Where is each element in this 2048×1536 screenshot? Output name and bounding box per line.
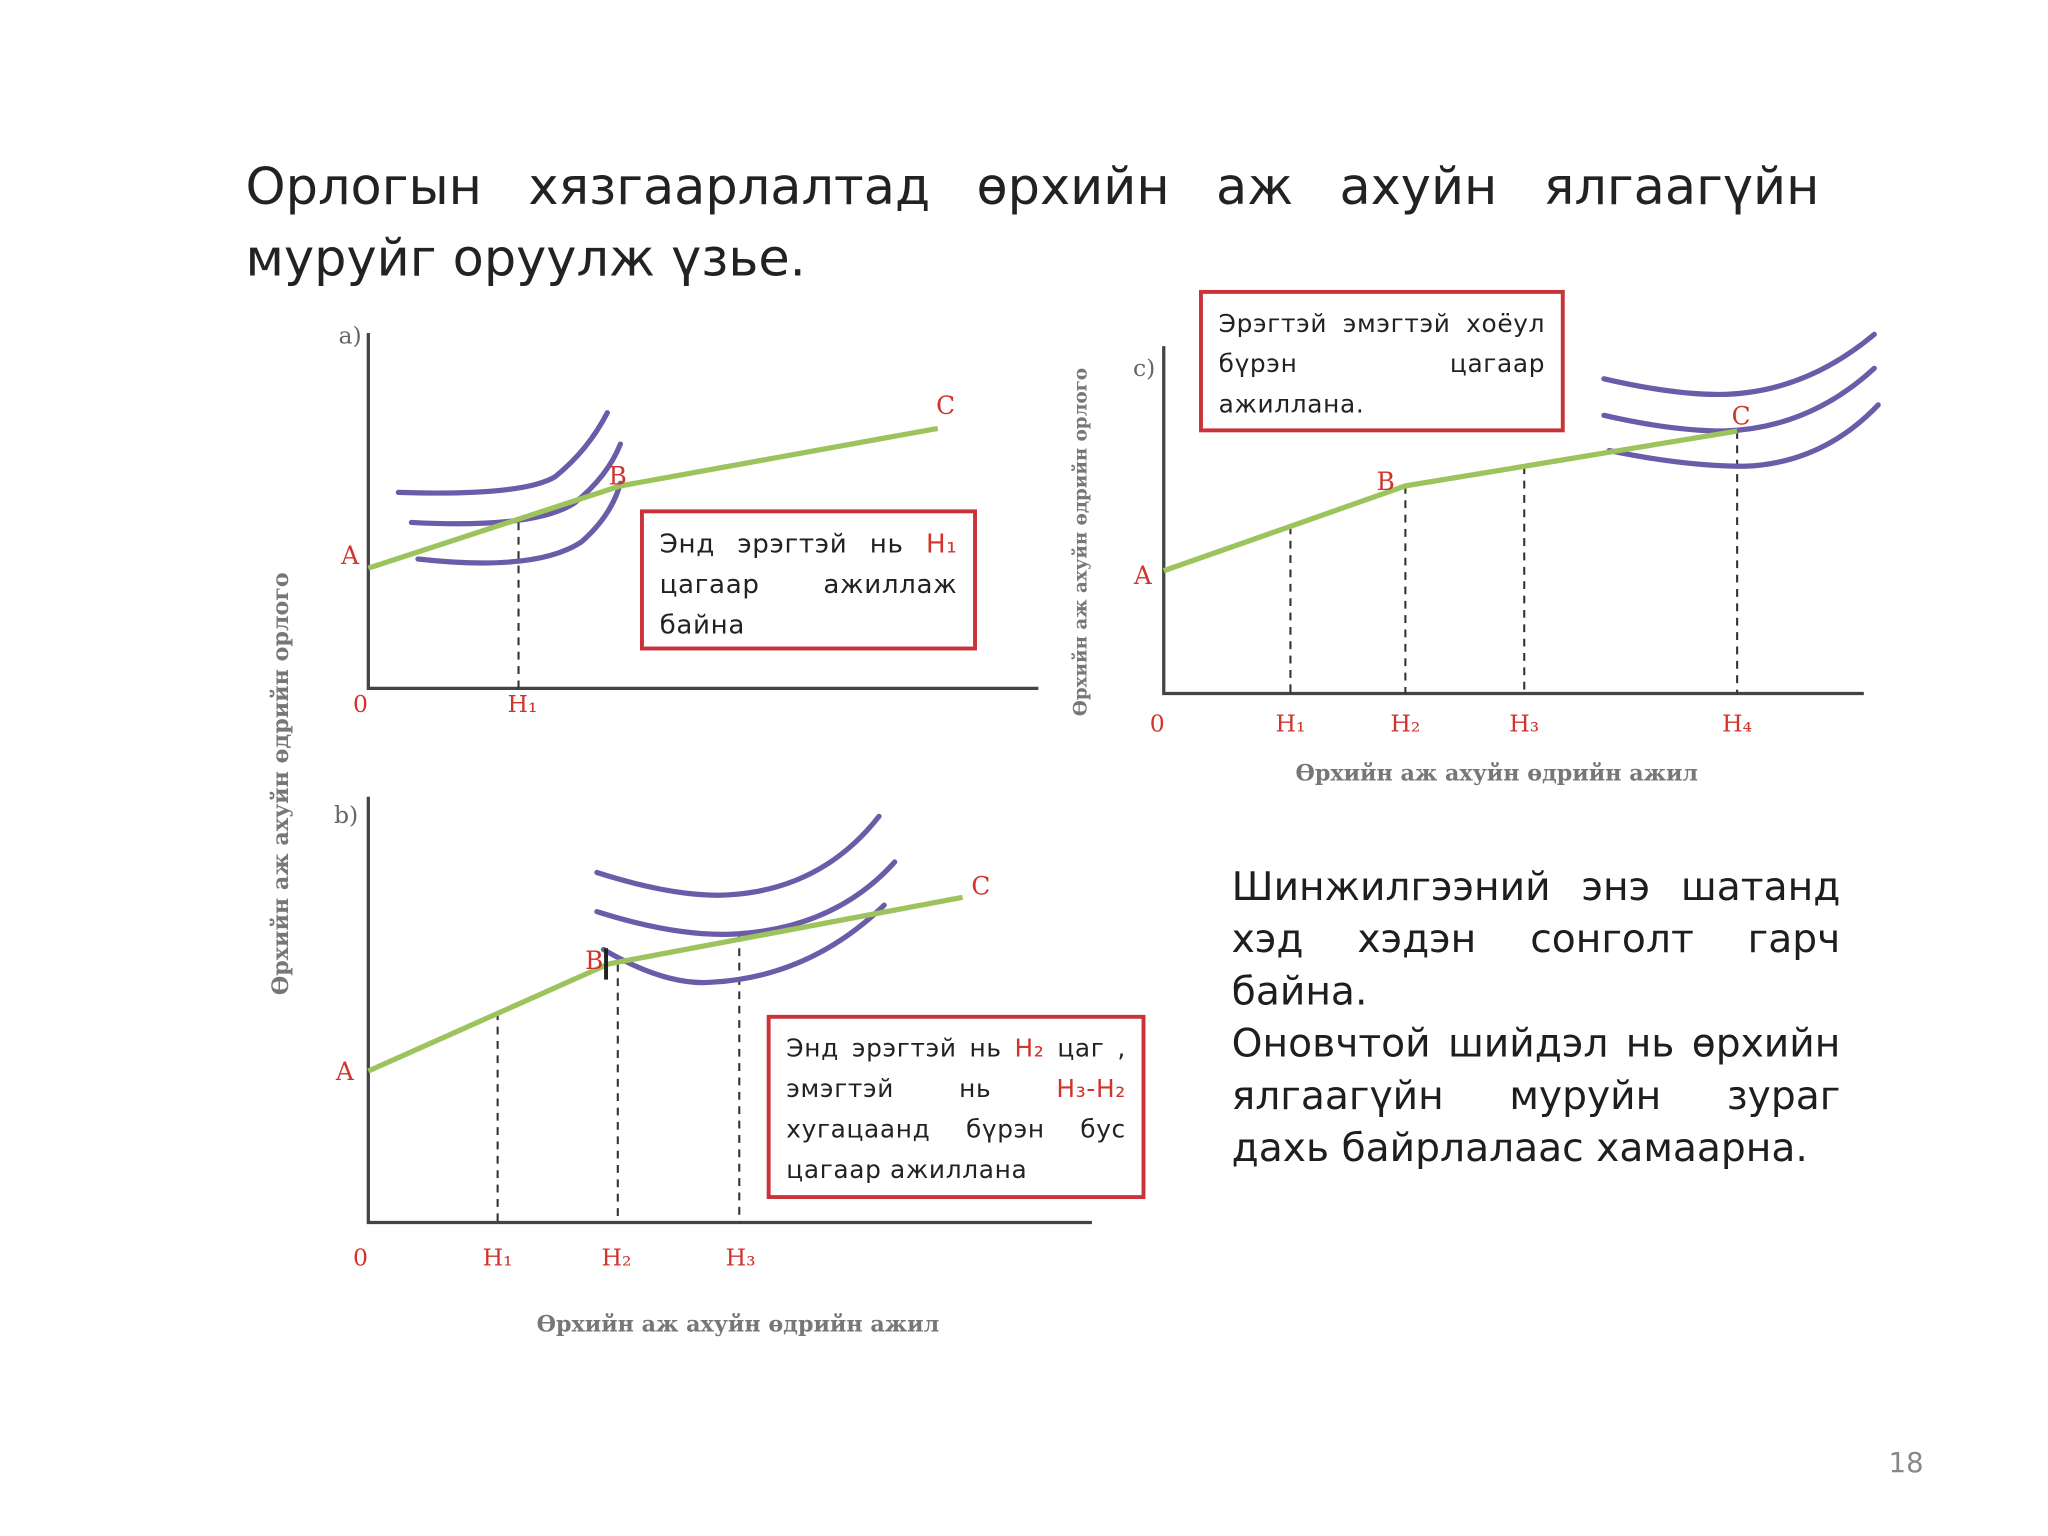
tick-label: H₂ — [602, 1244, 632, 1272]
callout-highlight: H₃-H₂ — [1056, 1074, 1126, 1104]
point-label: C — [1732, 401, 1751, 430]
origin-label: 0 — [353, 1244, 368, 1272]
tick-label: H₃ — [1509, 709, 1539, 737]
slide-title: Орлогын хязгаарлалтад өрхийн аж ахуйн ял… — [245, 158, 1820, 289]
axes — [366, 333, 1039, 690]
tick-label: H₁ — [507, 690, 537, 718]
callout-text: Энд эрэгтэй нь — [659, 527, 926, 560]
indifference-curve — [415, 480, 624, 566]
body-text: Шинжилгээний энэ шатанд хэд хэдэн сонгол… — [1232, 862, 1841, 1175]
callout-text: Энд эрэгтэй нь — [786, 1034, 1015, 1064]
paragraph: Шинжилгээний энэ шатанд хэд хэдэн сонгол… — [1231, 864, 1841, 1015]
tick-label: H₃ — [726, 1244, 756, 1272]
budget-line — [367, 425, 939, 571]
point-label: C — [936, 391, 955, 420]
callout-text: хугацаанд бүрэн бус цагаар ажиллана — [786, 1115, 1126, 1185]
tick-label: H₄ — [1722, 709, 1752, 737]
panel-b: b) A B C 0 H₁ H₂ H₃ Өрхийн аж ахуйн өдри… — [334, 796, 1092, 1338]
indifference-curve — [600, 902, 887, 986]
callout: Энд эрэгтэй нь H₂ цаг , эмэгтэй нь H₃-H₂… — [766, 1014, 1146, 1200]
page-number: 18 — [1888, 1447, 1924, 1479]
guide — [496, 933, 741, 1223]
point-label: B — [585, 946, 603, 975]
budget-line — [1162, 428, 1738, 574]
origin-label: 0 — [353, 690, 368, 718]
point-label: A — [335, 1057, 355, 1086]
point-label: C — [971, 872, 990, 901]
indifference-curve — [1601, 331, 1877, 398]
indifference-curve — [594, 859, 898, 937]
paragraph: Оновчтой шийдэл нь өрхийн ялгаагүйн муру… — [1231, 1021, 1841, 1172]
callout: Энд эрэгтэй нь H₁ цагаар ажиллаж байна — [639, 509, 977, 651]
panel-label: a) — [338, 321, 361, 349]
y-axis-label: Өрхийн аж ахуйн өдрийн орлого — [1070, 368, 1091, 716]
tick-label: H₁ — [1275, 709, 1305, 737]
x-axis-label: Өрхийн аж ахуйн өдрийн ажил — [537, 1312, 940, 1338]
callout-highlight: H₁ — [925, 527, 958, 560]
panel-a: a) A B C 0 H₁ — [338, 321, 1039, 718]
budget-line — [367, 894, 964, 1074]
x-axis-label: Өрхийн аж ахуйн өдрийн ажил — [1296, 761, 1699, 787]
point-label: A — [1133, 561, 1153, 590]
panel-label: b) — [334, 801, 358, 829]
callout-text: цагаар ажиллаж байна — [659, 568, 958, 640]
panel-label: c) — [1133, 354, 1155, 382]
callout: Эрэгтэй эмэгтэй хоёул бүрэн цагаар ажилл… — [1199, 289, 1565, 433]
point-label: B — [1377, 467, 1395, 496]
axes — [366, 796, 1092, 1225]
origin-label: 0 — [1150, 709, 1165, 737]
callout-text: цаг , эмэгтэй нь — [786, 1034, 1126, 1104]
y-axis-label: Өрхийн аж ахуйн өдрийн орлого — [268, 572, 294, 995]
indifference-curve — [594, 813, 882, 898]
indifference-curve — [395, 410, 610, 496]
axes — [1162, 346, 1864, 696]
guide — [1289, 431, 1739, 694]
callout-highlight: H₂ — [1014, 1034, 1045, 1064]
indifference-curve — [1606, 402, 1881, 469]
point-label: B — [609, 462, 627, 491]
point-label: A — [340, 541, 360, 570]
panel-c: c) Өрхийн аж ахуйн өдрийн орлого A B C 0… — [1070, 331, 1881, 787]
indifference-curve — [408, 441, 624, 527]
tick-label: H₁ — [483, 1244, 513, 1272]
tick-label: H₂ — [1390, 709, 1420, 737]
